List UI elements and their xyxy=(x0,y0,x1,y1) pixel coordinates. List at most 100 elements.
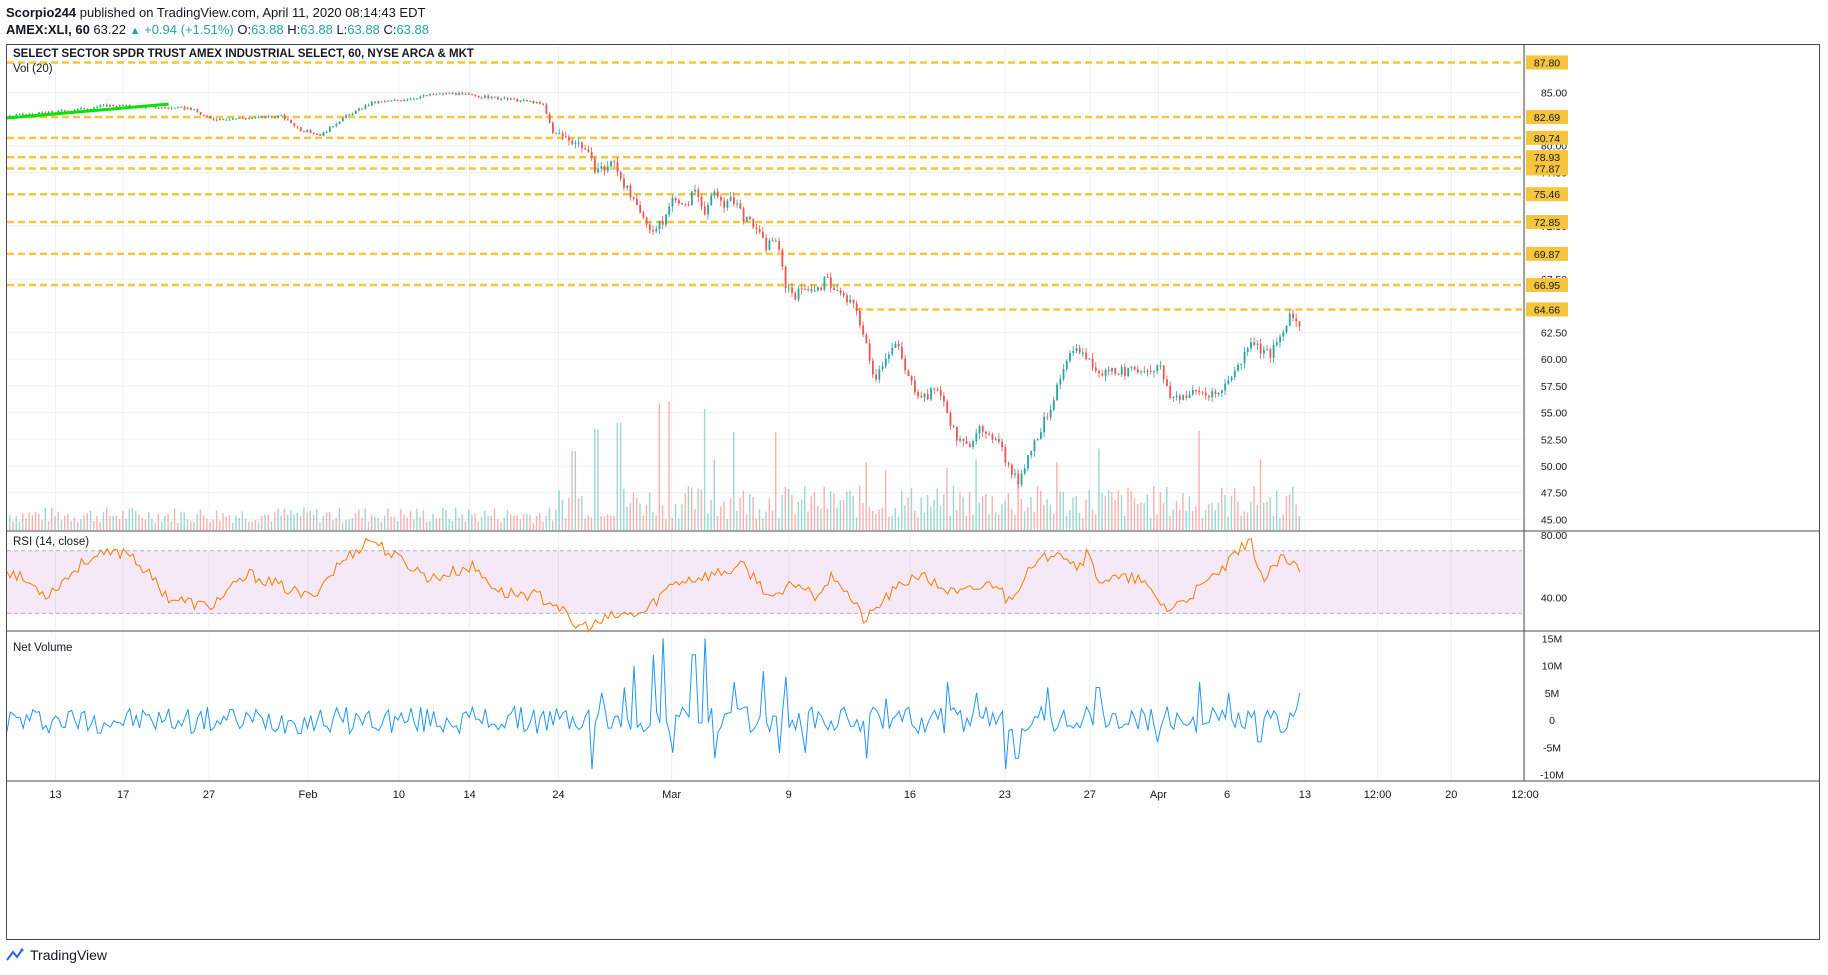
candle-body xyxy=(700,196,703,207)
volume-bar xyxy=(574,451,577,530)
volume-bar xyxy=(542,521,544,530)
net-volume-line[interactable] xyxy=(7,638,1301,770)
volume-bar xyxy=(270,521,273,530)
candle-body xyxy=(222,118,225,120)
candle-body xyxy=(988,433,991,435)
volume-bar xyxy=(1272,516,1275,530)
volume-bar xyxy=(910,488,913,530)
volume-bar xyxy=(868,506,871,530)
candle-body xyxy=(1072,350,1075,354)
volume-bar xyxy=(1088,489,1090,530)
candle-body xyxy=(972,441,974,448)
trend-line[interactable] xyxy=(7,102,169,120)
volume-bar xyxy=(228,515,231,530)
candle-body xyxy=(1224,383,1227,391)
candle-body xyxy=(1208,395,1210,398)
volume-bar xyxy=(852,495,854,530)
volume-bar xyxy=(1230,496,1233,530)
candle-body xyxy=(655,228,658,232)
footer-brand[interactable]: TradingView xyxy=(6,947,107,963)
candle-body xyxy=(1030,450,1033,456)
candle-body xyxy=(248,118,250,120)
candle-body xyxy=(338,121,341,124)
candle-body xyxy=(312,132,315,134)
volume-bar xyxy=(1117,490,1119,530)
candle-body xyxy=(1143,371,1146,373)
volume-bar xyxy=(694,508,696,530)
x-axis-tick-label: 12:00 xyxy=(1364,789,1392,801)
rsi-axis-tick-label: 80.00 xyxy=(1541,530,1567,542)
candle-body xyxy=(390,100,393,102)
candle-body xyxy=(807,289,810,291)
volume-bar xyxy=(503,517,505,530)
candle-body xyxy=(432,93,435,95)
candle-body xyxy=(1101,373,1104,376)
volume-bar xyxy=(138,514,140,530)
author-name[interactable]: Scorpio244 xyxy=(6,5,77,20)
candle-body xyxy=(115,106,118,108)
open-label: O: xyxy=(237,22,252,37)
candle-body xyxy=(736,203,739,205)
volume-bar xyxy=(594,429,596,530)
chart-frame[interactable]: 13 17 27 Feb 10 14 24 Mar 9 16 23 27 Apr 6 13 12:00 20 12… xyxy=(6,44,1820,940)
candle-body xyxy=(167,107,170,109)
volume-bar xyxy=(665,519,667,530)
candle-body xyxy=(471,94,473,96)
volume-bar xyxy=(926,494,929,530)
volume-bar xyxy=(51,507,53,530)
x-axis-tick-label: 6 xyxy=(1224,789,1230,801)
price-axis-tick-label: 52.50 xyxy=(1541,434,1567,446)
candle-body xyxy=(1088,358,1091,360)
volume-bar xyxy=(855,517,858,530)
volume-bar xyxy=(325,512,328,530)
candle-body xyxy=(225,119,228,121)
volume-bar xyxy=(1104,495,1107,530)
candle-body xyxy=(522,99,525,101)
candle-body xyxy=(267,116,270,118)
volume-bar xyxy=(1211,502,1213,530)
candle-body xyxy=(1214,391,1217,395)
candle-body xyxy=(962,438,965,441)
candle-body xyxy=(645,217,648,225)
x-axis-tick-label: 16 xyxy=(904,789,916,801)
candle-body xyxy=(1075,348,1078,351)
candle-body xyxy=(83,107,86,110)
candle-body xyxy=(1004,447,1007,463)
rsi-line[interactable] xyxy=(7,537,1301,633)
volume-bar xyxy=(358,509,360,530)
volume-bar xyxy=(157,513,160,530)
candle-body xyxy=(723,200,726,208)
candle-body xyxy=(539,102,541,104)
volume-bar xyxy=(170,521,173,530)
candle-body xyxy=(888,354,890,359)
volume-bar xyxy=(128,509,131,530)
volume-bar xyxy=(613,515,615,530)
volume-bar xyxy=(374,516,376,530)
volume-bar xyxy=(1198,430,1200,530)
candle-body xyxy=(526,99,528,102)
volume-bar xyxy=(1159,492,1162,530)
candle-body xyxy=(28,113,31,115)
candle-body xyxy=(658,220,661,229)
candle-body xyxy=(1014,473,1016,475)
high-label: H: xyxy=(287,22,301,37)
volume-bar xyxy=(678,518,680,530)
candle-body xyxy=(1056,384,1058,400)
volume-bar xyxy=(105,507,108,530)
volume-bar xyxy=(1182,493,1184,530)
chart-canvas[interactable]: 13 17 27 Feb 10 14 24 Mar 9 16 23 27 Apr 6 13 12:00 20 12… xyxy=(7,45,1819,939)
volume-bar xyxy=(222,513,224,530)
rsi-band xyxy=(7,550,1522,614)
symbol-label[interactable]: AMEX:XLI, 60 xyxy=(6,22,90,37)
candle-body xyxy=(374,101,377,104)
volume-bar xyxy=(151,518,153,530)
candle-body xyxy=(361,108,364,110)
candle-body xyxy=(1069,353,1071,362)
volume-bar xyxy=(83,515,85,530)
volume-bar xyxy=(697,488,699,530)
volume-bar xyxy=(768,498,770,530)
candle-body xyxy=(86,109,89,111)
candle-body xyxy=(60,110,63,112)
publisher-line: Scorpio244 published on TradingView.com,… xyxy=(6,5,425,20)
volume-bar xyxy=(1298,515,1300,530)
